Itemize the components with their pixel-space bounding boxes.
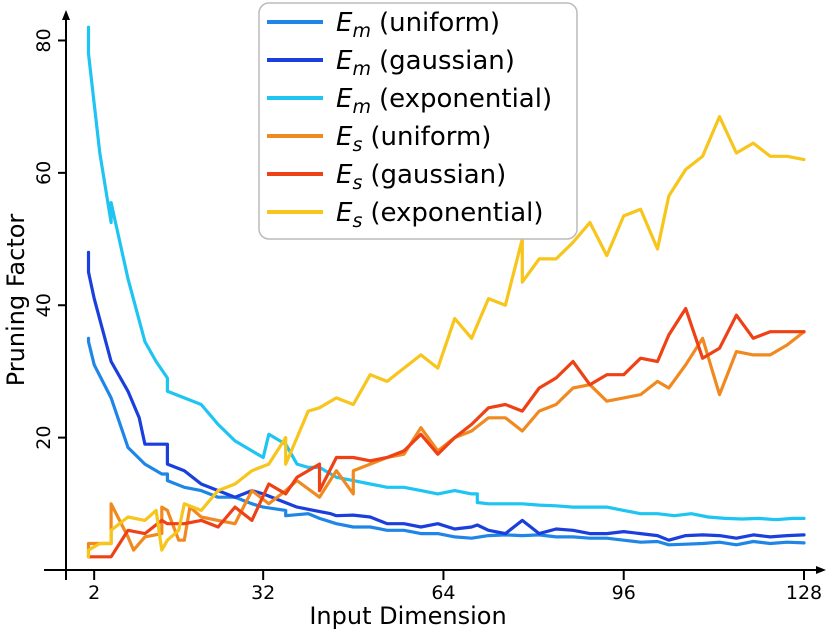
y-axis-arrow xyxy=(62,10,70,20)
legend: Em (uniform) Em (gaussian) Em (exponential) Es… xyxy=(258,2,578,240)
series-line xyxy=(86,306,806,559)
y-tick-label: 40 xyxy=(33,293,55,317)
legend-label: Es (uniform) xyxy=(336,122,491,156)
legend-label: Em (exponential) xyxy=(336,84,552,118)
legend-box xyxy=(258,2,578,240)
x-tick-label: 96 xyxy=(612,582,636,604)
y-tick-label: 80 xyxy=(33,28,55,52)
x-tick-label: 2 xyxy=(88,582,100,604)
axis-ticks: 2 32 64 96 128 20 40 60 80 xyxy=(33,28,822,604)
y-tick-label: 20 xyxy=(33,426,55,450)
x-tick-label: 32 xyxy=(251,582,275,604)
legend-label: Es (exponential) xyxy=(336,198,544,232)
y-axis-title: Pruning Factor xyxy=(2,214,30,387)
series-line xyxy=(86,336,806,547)
legend-label: Em (gaussian) xyxy=(336,46,515,80)
x-tick-label: 64 xyxy=(431,582,455,604)
legend-label: Em (uniform) xyxy=(336,8,500,42)
series-line xyxy=(86,250,806,542)
x-axis-title: Input Dimension xyxy=(309,602,506,630)
series-line xyxy=(86,114,806,559)
series-layer xyxy=(86,25,806,559)
y-tick-label: 60 xyxy=(33,161,55,185)
x-axis-arrow xyxy=(816,566,826,574)
legend-label: Es (gaussian) xyxy=(336,160,506,194)
x-tick-label: 128 xyxy=(786,582,822,604)
series-line xyxy=(86,25,806,522)
